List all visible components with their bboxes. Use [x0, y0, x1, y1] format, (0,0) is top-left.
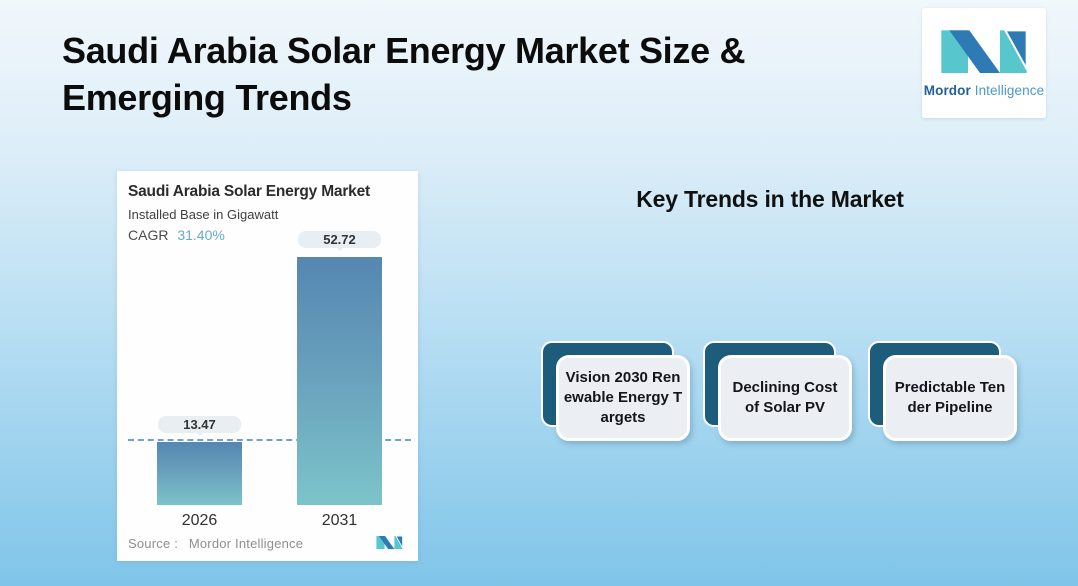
brand-name: Mordor Intelligence: [924, 83, 1044, 98]
chart-title: Saudi Arabia Solar Energy Market: [128, 183, 370, 200]
trend-card-line: argets: [600, 409, 646, 426]
bar: [297, 257, 382, 505]
source-attribution: Source : Mordor Intelligence: [128, 536, 303, 551]
chart-footer: Source : Mordor Intelligence: [128, 535, 403, 551]
reference-line: [128, 439, 411, 441]
chart-cagr: CAGR 31.40%: [128, 227, 408, 243]
trend-card-line: Predictable Ten: [894, 379, 1006, 396]
x-axis-label-2031: 2031: [321, 512, 358, 529]
trend-card-declining-cost: Declining Cost of Solar PV: [703, 341, 853, 442]
bar: [157, 442, 242, 505]
brand-name-primary: Mordor: [923, 82, 971, 98]
brand-name-secondary: Intelligence: [974, 82, 1045, 98]
trend-card-line: ewable Energy T: [563, 389, 683, 406]
trend-card-vision-2030: Vision 2030 Ren ewable Energy T argets: [541, 341, 691, 442]
mordor-intelligence-logo-icon: [376, 535, 403, 550]
brand-logo: Mordor Intelligence: [922, 8, 1046, 118]
source-label: Source :: [128, 535, 179, 551]
x-axis-label-2026: 2026: [181, 512, 218, 529]
bar-value-badge: 52.72: [298, 231, 381, 251]
bar-value-badge: 13.47: [158, 416, 241, 436]
trend-card-label: Predictable Ten der Pipeline: [883, 355, 1017, 441]
trend-card-line: Declining Cost: [732, 379, 838, 396]
cagr-label: CAGR: [128, 227, 169, 243]
trends-heading: Key Trends in the Market: [636, 186, 904, 212]
trend-card-label: Vision 2030 Ren ewable Energy T argets: [556, 355, 690, 441]
source-value: Mordor Intelligence: [188, 535, 304, 551]
market-chart-card: Saudi Arabia Solar Energy Market Install…: [117, 171, 418, 561]
chart-subtitle: Installed Base in Gigawatt: [128, 207, 279, 222]
trend-card-line: Vision 2030 Ren: [565, 369, 681, 386]
trend-card-predictable-tender: Predictable Ten der Pipeline: [868, 341, 1018, 442]
mordor-intelligence-logo-icon: [941, 28, 1028, 73]
cagr-value: 31.40%: [177, 227, 225, 243]
trend-card-line: der Pipeline: [907, 399, 993, 416]
trend-card-line: of Solar PV: [744, 399, 826, 416]
page-title: Saudi Arabia Solar Energy Market Size & …: [62, 30, 746, 118]
trend-card-label: Declining Cost of Solar PV: [718, 355, 852, 441]
bar-chart-plot: 13.47 52.72: [117, 171, 418, 505]
chart-header: Saudi Arabia Solar Energy Market Install…: [128, 183, 408, 243]
